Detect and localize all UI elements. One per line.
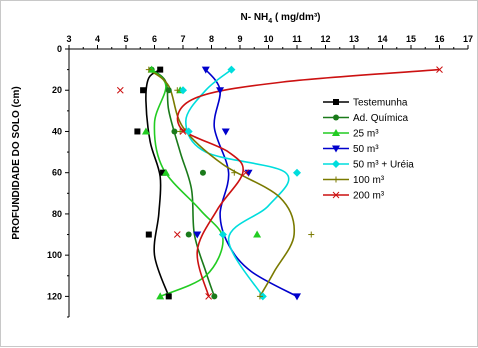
y-tick-label: 100 [47, 250, 62, 260]
x-tick-label: 16 [434, 34, 444, 44]
data-point-100-m [231, 169, 238, 176]
legend-marker [332, 145, 340, 153]
legend-item-ad-qu-mica: Ad. Química [323, 113, 408, 124]
x-tick-label: 8 [209, 34, 214, 44]
data-point-testemunha [160, 169, 167, 176]
data-point-testemunha [140, 87, 147, 94]
x-tick-label: 9 [237, 34, 242, 44]
data-point-50-m [293, 293, 301, 301]
legend-item-50-m-ur-ia: 50 m³ + Uréia [323, 160, 414, 171]
data-point-testemunha [157, 66, 164, 73]
series-markers [116, 65, 443, 301]
data-point-ad-qu-mica [199, 169, 206, 176]
series-line-100-m [148, 68, 296, 297]
data-point-200-m [116, 86, 124, 94]
data-point-200-m [179, 128, 187, 135]
x-tick-label: 7 [180, 34, 185, 44]
data-point-testemunha [134, 128, 141, 135]
data-point-testemunha [165, 293, 172, 300]
data-point-100-m [256, 293, 263, 300]
data-point-25-m [156, 292, 165, 300]
legend-marker [333, 114, 339, 121]
data-point-50-m [216, 87, 225, 95]
data-point-ad-qu-mica [165, 87, 172, 94]
y-tick-label: 40 [52, 126, 62, 136]
data-point-25-m [161, 168, 170, 176]
legend-item-testemunha: Testemunha [323, 98, 408, 109]
data-point-ad-qu-mica [185, 231, 192, 238]
y-tick-label: 60 [52, 168, 62, 178]
data-point-100-m [145, 66, 152, 73]
x-tick-label: 6 [152, 34, 157, 44]
y-tick-label: 120 [47, 291, 62, 301]
data-point-50-m-ur-ia [293, 168, 301, 177]
data-point-50-m [201, 66, 210, 74]
legend-label: 25 m³ [353, 129, 379, 140]
x-tick-label: 14 [377, 34, 387, 44]
data-point-50-m [221, 128, 230, 136]
series-line-50-m-ur-ia [184, 68, 290, 297]
legend-marker [332, 191, 340, 199]
legend-marker [332, 160, 340, 168]
x-tick-label: 15 [406, 34, 416, 44]
y-tick-label: 80 [52, 209, 62, 219]
y-axis-title: PROFUNDIDADE DO SOLO (cm) [11, 86, 22, 239]
legend-label: 50 m³ [353, 144, 379, 155]
series-line-50-m [205, 69, 298, 298]
data-point-200-m [173, 231, 181, 238]
x-axis-title-sub: 4 [268, 18, 272, 25]
x-tick-label: 13 [349, 34, 359, 44]
legend-marker [333, 99, 339, 105]
data-point-200-m [436, 66, 443, 73]
legend-marker [332, 129, 340, 136]
data-point-100-m [177, 128, 184, 135]
series-line-25-m [151, 69, 224, 298]
data-point-25-m [141, 127, 150, 135]
x-tick-label: 17 [463, 34, 473, 44]
x-axis-title-rest: ( mg/dm³) [272, 12, 320, 23]
legend-item-200-m: 200 m³ [323, 191, 385, 202]
data-point-100-m [308, 231, 315, 238]
x-axis-title: N- NH4 ( mg/dm³) [240, 12, 320, 25]
x-tick-label: 3 [66, 34, 71, 44]
x-tick-label: 10 [263, 34, 273, 44]
legend-item-50-m: 50 m³ [323, 144, 379, 155]
x-axis-title-main: N- NH [240, 12, 268, 23]
data-point-ad-qu-mica [171, 128, 178, 135]
data-point-200-m [205, 293, 213, 300]
x-axis: 3 4 5 6 7 8 9 10 11 12 13 14 15 16 17 [66, 34, 473, 50]
data-point-ad-qu-mica [211, 293, 218, 300]
y-axis: 0 20 40 60 80 100 120 [47, 44, 70, 318]
legend-label: 100 m³ [353, 175, 385, 186]
legend-label: 200 m³ [353, 191, 385, 202]
y-tick-label: 20 [52, 85, 62, 95]
x-tick-label: 11 [292, 34, 302, 44]
legend-label: Ad. Química [353, 113, 408, 124]
legend-label: Testemunha [353, 98, 408, 109]
y-tick-label: 0 [57, 44, 62, 54]
series-line-testemunha [145, 68, 170, 297]
legend-item-100-m: 100 m³ [323, 175, 385, 186]
data-point-100-m [174, 87, 181, 94]
data-point-50-m-ur-ia [179, 86, 187, 95]
legend-label: 50 m³ + Uréia [353, 160, 414, 171]
legend-marker [333, 176, 339, 183]
data-point-50-m-ur-ia [227, 65, 236, 74]
data-point-25-m [253, 230, 262, 238]
data-point-200-m [242, 169, 250, 177]
data-point-50-m-ur-ia [184, 127, 193, 136]
data-point-testemunha [145, 231, 152, 238]
x-tick-label: 4 [95, 34, 100, 44]
legend-item-25-m: 25 m³ [323, 129, 379, 140]
data-point-50-m-ur-ia [218, 230, 227, 239]
x-tick-label: 12 [320, 34, 330, 44]
series-line-200-m [176, 68, 440, 297]
legend: Testemunha Ad. Química 25 m³ 50 m³ 50 m³ + U… [323, 98, 414, 202]
data-point-50-m [193, 231, 202, 239]
x-tick-label: 5 [123, 34, 128, 44]
